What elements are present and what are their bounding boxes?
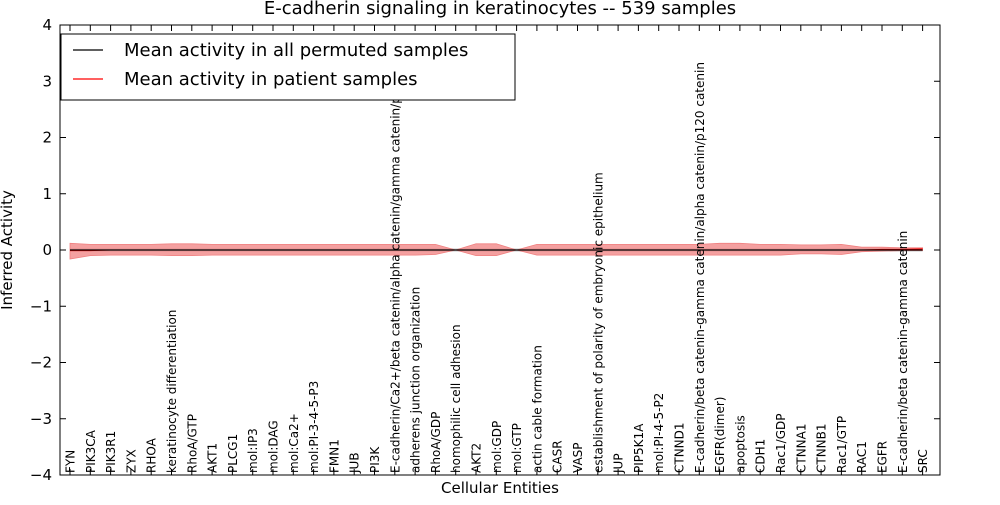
x-tick-label: E-cadherin/beta catenin-gamma catenin/al…: [693, 62, 707, 473]
x-tick-label: Rac1/GDP: [774, 414, 788, 473]
legend: Mean activity in all permuted samples Me…: [60, 33, 516, 101]
x-tick-label: SRC: [916, 449, 930, 473]
x-tick-label: EGFR: [876, 441, 890, 473]
y-tick-label: −4: [30, 466, 52, 484]
x-tick-label: ZYX: [124, 449, 138, 473]
x-tick-label: apoptosis: [733, 415, 747, 473]
y-tick-label: 3: [42, 72, 52, 90]
legend-label-patient: Mean activity in patient samples: [124, 69, 418, 90]
x-tick-label: mol:PI-3-4-5-P3: [307, 381, 321, 473]
x-tick-label: actin cable formation: [530, 345, 544, 473]
x-tick-label: Rac1/GTP: [835, 416, 849, 473]
x-tick-label: RAC1: [855, 441, 869, 473]
y-tick-label: −3: [30, 410, 52, 428]
y-tick-label: 1: [42, 185, 52, 203]
x-tick-label: RHOA: [145, 437, 159, 473]
x-tick-label: CTNND1: [673, 422, 687, 473]
x-tick-label: PIP5K1A: [632, 423, 646, 473]
x-tick-label: mol:PI-4-5-P2: [652, 393, 666, 473]
chart-title: E-cadherin signaling in keratinocytes --…: [264, 0, 736, 19]
x-tick-label: mol:IP3: [246, 428, 260, 473]
x-tick-label: adherens junction organization: [409, 287, 423, 473]
legend-label-permuted: Mean activity in all permuted samples: [124, 40, 468, 61]
x-tick-label: mol:GTP: [510, 423, 524, 473]
y-tick-label: 4: [42, 16, 52, 34]
x-tick-label: establishment of polarity of embryonic e…: [591, 172, 605, 473]
x-tick-label: AKT2: [470, 443, 484, 473]
x-tick-label: homophilic cell adhesion: [449, 324, 463, 473]
x-tick-label: CDH1: [754, 439, 768, 473]
x-tick-label: EGFR(dimer): [713, 397, 727, 473]
y-tick-label: −2: [30, 354, 52, 372]
x-tick-label: JUB: [348, 452, 362, 474]
x-tick-label: RhoA/GTP: [185, 414, 199, 473]
y-tick-label: −1: [30, 297, 52, 315]
x-tick-label: CTNNB1: [815, 423, 829, 473]
legend-box: [60, 33, 516, 101]
y-axis: 4 3 2 1 0 −1 −2 −3 −4: [30, 16, 940, 484]
y-tick-label: 2: [42, 129, 52, 147]
x-tick-label: keratinocyte differentiation: [165, 310, 179, 473]
x-tick-label: VASP: [571, 442, 585, 473]
x-tick-label: RhoA/GDP: [429, 412, 443, 473]
x-tick-label: CASR: [551, 440, 565, 473]
x-tick-label: FYN: [64, 450, 78, 473]
x-axis: FYN PIK3CA PIK3R1 ZYX RHOA keratinocyte diffe…: [64, 25, 930, 475]
x-tick-label: PI3K: [368, 446, 382, 473]
x-tick-label: CTNNA1: [794, 423, 808, 473]
y-tick-label: 0: [42, 241, 52, 259]
x-tick-label: JUP: [612, 453, 626, 474]
x-tick-label: PIK3R1: [104, 431, 118, 473]
x-axis-label: Cellular Entities: [441, 479, 559, 497]
x-tick-label: PLCG1: [226, 434, 240, 473]
x-tick-label: mol:DAG: [267, 420, 281, 473]
plot-area: [69, 242, 923, 260]
x-tick-label: mol:GDP: [490, 421, 504, 473]
x-tick-label: AKT1: [206, 443, 220, 473]
y-axis-label: Inferred Activity: [0, 190, 16, 310]
x-tick-label: mol:Ca2+: [287, 413, 301, 473]
x-tick-label: PIK3CA: [84, 429, 98, 473]
x-tick-label: FMN1: [327, 439, 341, 473]
patient-variance-band: [69, 242, 923, 260]
x-tick-label: E-cadherin/beta catenin-gamma catenin: [896, 231, 910, 473]
x-tick-label: E-cadherin/Ca2+/beta catenin/alpha caten…: [388, 73, 402, 473]
